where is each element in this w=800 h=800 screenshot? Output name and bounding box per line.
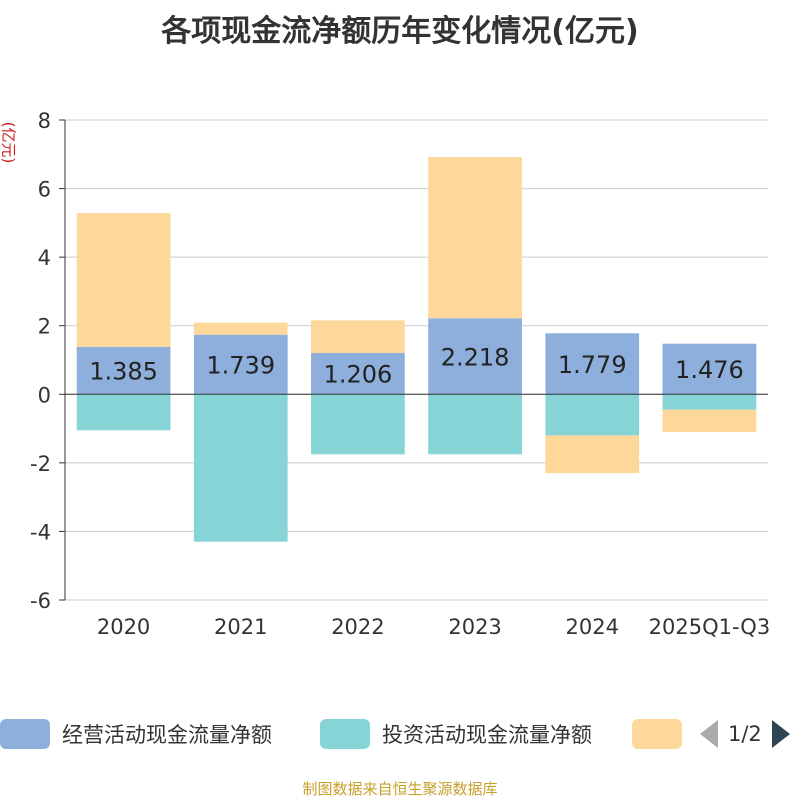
bar-investing-2025Q1-Q3 [662, 394, 757, 410]
bar-financing-2025Q1-Q3 [662, 409, 757, 432]
bar-investing-2022 [311, 394, 405, 455]
legend-swatch-investing [320, 719, 370, 749]
bar-investing-2021 [193, 394, 288, 542]
y-tick-label: -4 [30, 520, 51, 544]
bar-operating-2021 [193, 334, 288, 395]
data-label-2022: 1.206 [324, 361, 393, 389]
x-tick-label-2024: 2024 [566, 615, 619, 639]
x-tick-label-2025Q1-Q3: 2025Q1-Q3 [649, 615, 771, 639]
x-tick-label-2020: 2020 [97, 615, 150, 639]
legend-item-financing[interactable] [632, 716, 682, 752]
data-label-2024: 1.779 [558, 351, 627, 379]
y-tick-label: 2 [38, 315, 51, 339]
bar-investing-2024 [545, 394, 640, 436]
legend-item-operating[interactable]: 经营活动现金流量净额 [0, 716, 272, 752]
data-label-2020: 1.385 [89, 358, 158, 386]
bar-financing-2023 [428, 157, 522, 319]
y-tick-label: 8 [38, 109, 51, 133]
x-tick-label-2022: 2022 [331, 615, 384, 639]
y-tick-label: 0 [38, 383, 51, 407]
bar-operating-2024 [545, 333, 640, 395]
bar-investing-2020 [76, 394, 171, 431]
bar-operating-2022 [311, 352, 405, 395]
data-label-2025Q1-Q3: 1.476 [675, 356, 744, 384]
data-source-note: 制图数据来自恒生聚源数据库 [302, 780, 498, 798]
legend-pager: 1/2 [700, 716, 790, 752]
legend-item-investing[interactable]: 投资活动现金流量净额 [320, 716, 592, 752]
chart-title: 各项现金流净额历年变化情况(亿元) [161, 14, 639, 49]
y-tick-label: 4 [38, 246, 51, 270]
bar-investing-2023 [428, 394, 522, 455]
y-tick-label: -2 [30, 452, 51, 476]
bar-financing-2020 [76, 213, 171, 347]
legend-prev-page-icon[interactable] [700, 720, 718, 748]
legend-page-indicator: 1/2 [728, 722, 762, 746]
x-tick-label-2021: 2021 [214, 615, 267, 639]
data-label-2021: 1.739 [206, 351, 275, 379]
legend-label-investing: 投资活动现金流量净额 [382, 723, 592, 747]
bar-operating-2023 [428, 318, 522, 395]
bar-operating-2025Q1-Q3 [662, 343, 757, 395]
bar-financing-2024 [545, 435, 640, 474]
bar-chart: 8 6 4 2 0 -2 -4 -6 1.385 2020 1.739 2021 1.206 2022 2.… [30, 109, 771, 639]
legend-swatch-operating [0, 719, 50, 749]
legend: 经营活动现金流量净额 投资活动现金流量净额 1/2 [0, 716, 800, 752]
data-label-2023: 2.218 [441, 343, 510, 371]
legend-swatch-financing [632, 719, 682, 749]
bar-financing-2022 [311, 320, 405, 353]
bar-financing-2021 [193, 322, 288, 335]
x-tick-label-2023: 2023 [448, 615, 501, 639]
y-tick-label: 6 [38, 178, 51, 202]
legend-label-operating: 经营活动现金流量净额 [62, 723, 272, 747]
y-tick-label: -6 [30, 589, 51, 613]
legend-next-page-icon[interactable] [771, 720, 790, 748]
bar-operating-2020 [76, 346, 171, 395]
